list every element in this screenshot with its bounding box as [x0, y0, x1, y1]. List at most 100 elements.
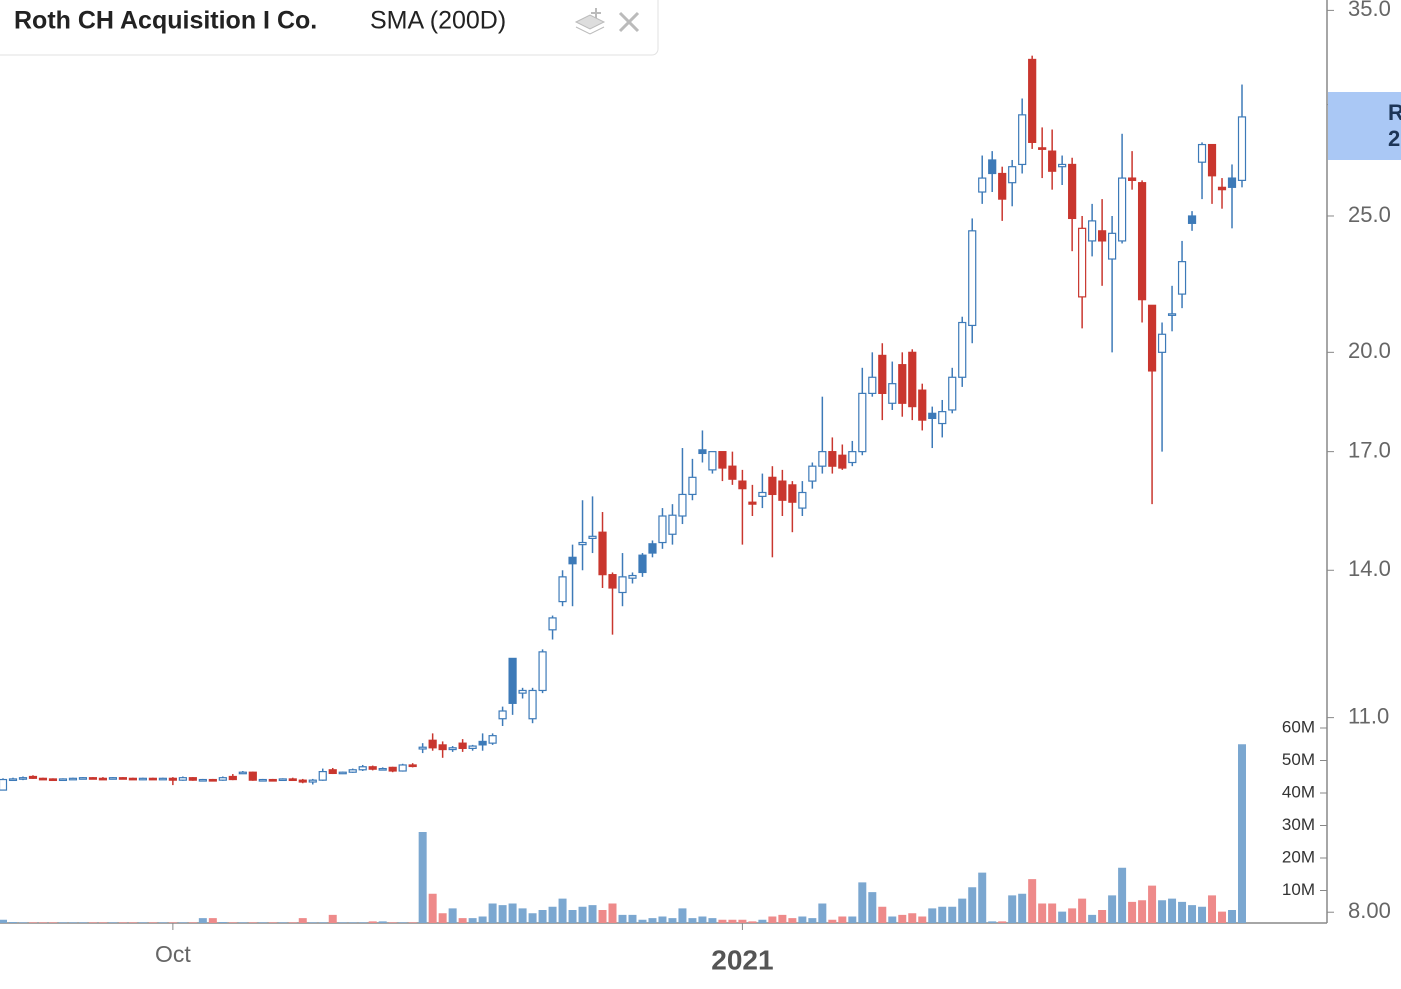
volume-bar [288, 922, 297, 923]
volume-bar [358, 922, 367, 923]
volume-bar [828, 919, 837, 923]
candle-body [698, 449, 707, 455]
indicator-label: SMA (200D) [370, 7, 506, 35]
candle-body [1117, 177, 1127, 242]
y-tick-label: 17.0 [1348, 437, 1391, 462]
candle-body [248, 771, 257, 781]
candle-body [268, 778, 277, 782]
candle-body [378, 767, 387, 771]
volume-bar [348, 922, 357, 923]
price-badge-text: R [1388, 100, 1401, 125]
candle-body [758, 491, 767, 497]
volume-bar [1118, 867, 1127, 923]
candle-body [188, 777, 197, 781]
candle-body [1217, 186, 1227, 191]
candle-body [0, 778, 8, 791]
volume-bar [808, 918, 817, 923]
volume-bar [238, 922, 247, 923]
candle-body [1098, 230, 1107, 242]
volume-bar [1058, 911, 1067, 923]
candle-body [198, 778, 207, 782]
candle-body [368, 766, 377, 770]
candle-body [778, 480, 787, 501]
candle-body [928, 412, 937, 420]
candle-body [38, 777, 48, 781]
volume-bar [618, 914, 627, 923]
candle-body [908, 351, 917, 408]
volume-bar [108, 922, 117, 923]
candle-body [688, 476, 697, 496]
candle-body [968, 230, 977, 327]
volume-bar [1048, 903, 1057, 923]
candle-body [98, 777, 108, 781]
volume-bar [188, 922, 197, 923]
volume-bar [128, 922, 137, 923]
close-icon[interactable] [618, 11, 640, 33]
candle-body [868, 376, 877, 394]
candle-body [1157, 333, 1167, 353]
y-tick-label: 20.0 [1348, 338, 1391, 363]
volume-bar [1098, 910, 1107, 923]
volume-bar [1008, 895, 1017, 923]
volume-bar [208, 918, 217, 923]
volume-bar [498, 905, 507, 923]
header-box [0, 0, 659, 56]
volume-bar [448, 908, 457, 923]
volume-bar [1128, 901, 1137, 923]
volume-bar [98, 922, 107, 923]
y2-tick-label: 60M [1282, 717, 1315, 736]
candle-body [738, 480, 747, 490]
price-badge-text: 2 [1388, 126, 1400, 151]
candle-body [1127, 177, 1137, 181]
volume-bar [1218, 911, 1227, 923]
chart-title: Roth CH Acquisition I Co. [14, 7, 317, 35]
candle-body [628, 574, 637, 579]
candle-body [528, 689, 537, 720]
candle-body [1038, 147, 1047, 150]
candle-body [808, 465, 817, 482]
candle-body [1108, 232, 1117, 260]
candle-body [278, 778, 287, 782]
candle-body [1068, 163, 1077, 220]
candle-body [988, 159, 997, 175]
volume-bar [698, 916, 707, 923]
volume-bar [0, 919, 7, 923]
volume-bar [388, 922, 397, 923]
volume-bar [428, 893, 437, 923]
candle-body [218, 777, 227, 781]
volume-bar [848, 916, 857, 923]
candle-body [88, 777, 98, 780]
candle-body [238, 771, 247, 775]
candle-body [678, 493, 687, 517]
layers-icon[interactable] [574, 8, 606, 35]
volume-bar [1158, 900, 1167, 923]
volume-bar [298, 918, 307, 923]
candle-body [1167, 313, 1177, 316]
volume-bar [18, 922, 27, 923]
candle-body [648, 543, 657, 554]
candle-body [958, 321, 967, 378]
candle-body [638, 554, 647, 574]
volume-bar [1068, 908, 1077, 923]
volume-bar [748, 921, 757, 923]
candle-body [728, 465, 737, 480]
candle-body [1028, 58, 1037, 143]
volume-bar [1228, 910, 1237, 923]
candle-body [158, 777, 167, 781]
volume-bar [638, 919, 647, 923]
candle-body [508, 657, 517, 704]
candle-body [468, 745, 477, 749]
candle-body [448, 747, 457, 751]
volume-bar [258, 922, 267, 923]
volume-bar [948, 906, 957, 923]
candle-body [608, 574, 617, 589]
candle-body [118, 777, 128, 780]
volume-bar [1078, 898, 1087, 923]
candle-body [888, 383, 897, 404]
y2-tick-label: 20M [1282, 847, 1315, 866]
volume-bar [738, 919, 747, 923]
y-tick-label: 8.00 [1348, 898, 1391, 923]
volume-bar [458, 918, 467, 923]
volume-bar [898, 914, 907, 923]
candle-body [668, 514, 677, 535]
